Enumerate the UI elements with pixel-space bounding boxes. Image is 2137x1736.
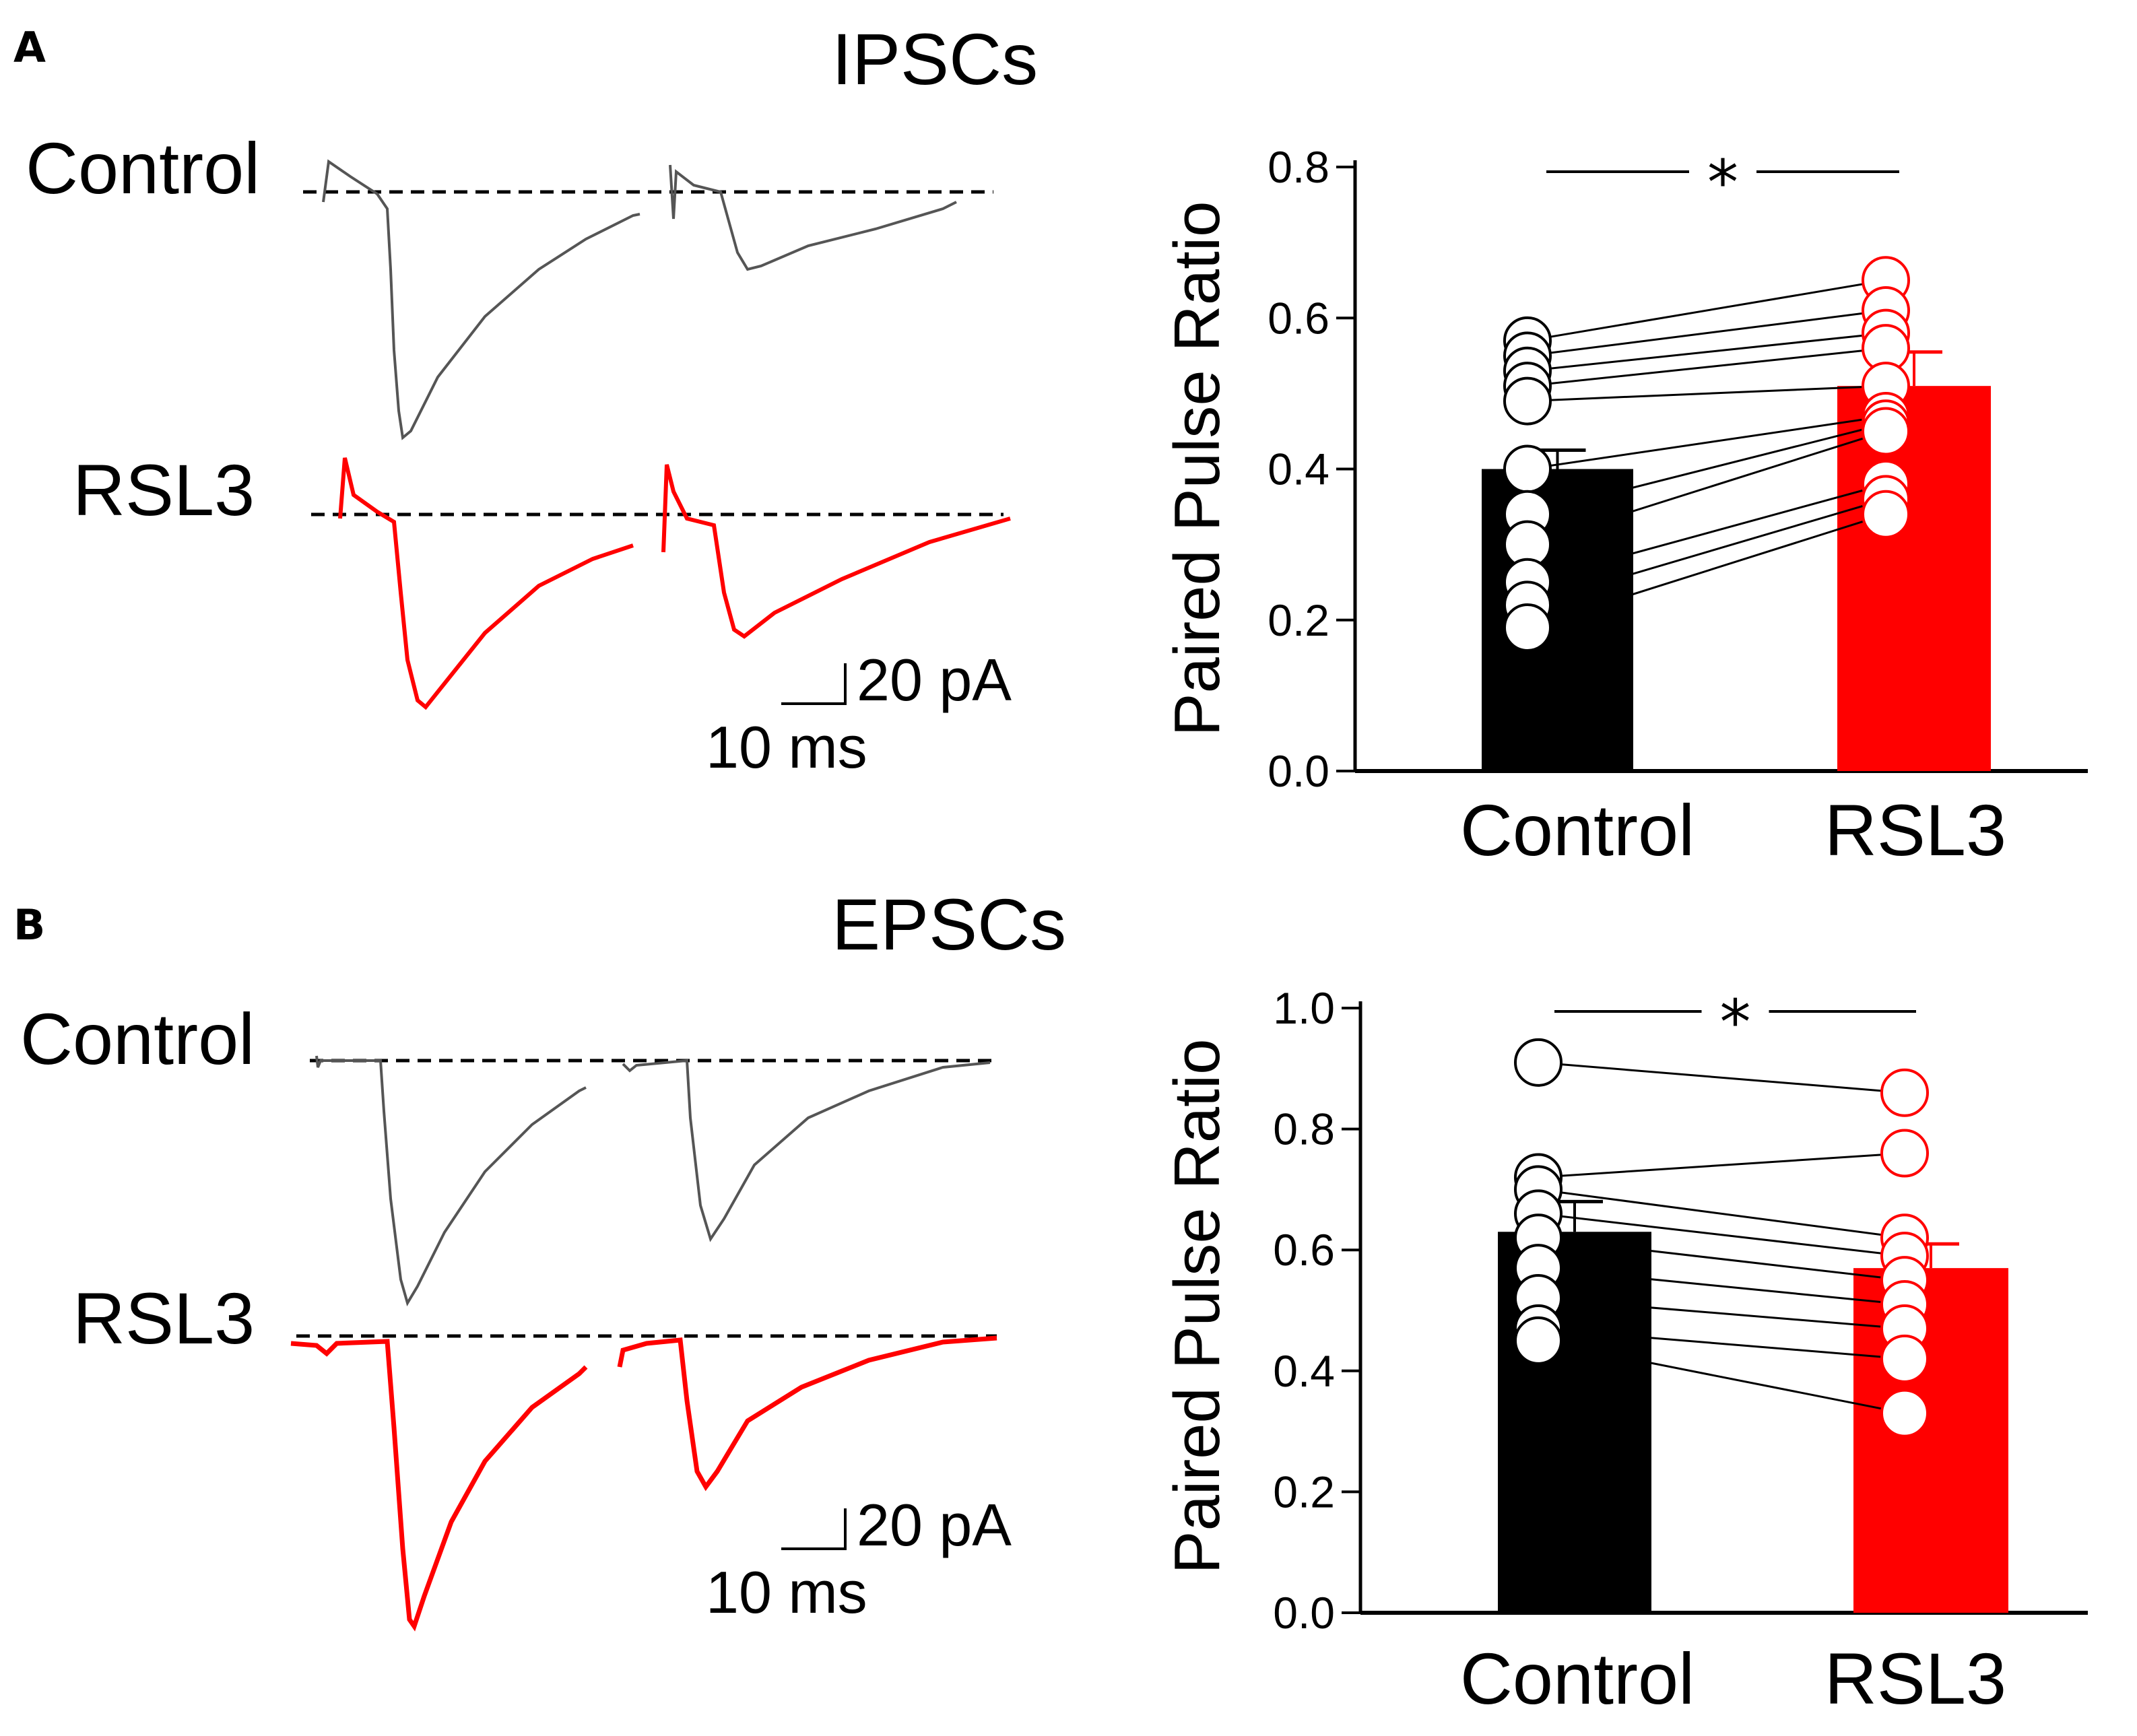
y-axis-title: Paired Pulse Ratio [1161,201,1233,736]
rsl3-epsc-trace [290,1339,588,1632]
panel-b-control-trace [310,1055,997,1306]
rsl3-point [1880,1334,1929,1383]
bar-rsl3 [1853,1268,2008,1613]
pair-line [1527,309,1886,357]
panel-a-rsl3-label: RSL3 [73,449,255,531]
pair-line [1538,1267,1905,1306]
significance-star: * [1707,147,1738,219]
rsl3-point [1880,1389,1929,1438]
pair-line [1527,430,1886,546]
panel-a-rsl3-trace [311,457,1011,710]
pair-line [1527,483,1886,584]
panel-letter-a: A [13,23,46,72]
y-tick-label: 0.6 [1268,293,1329,343]
rsl3-point [1862,407,1910,456]
panel-a-title: IPSCs [832,18,1038,100]
panel-a-chart: 0.0 0.2 0.4 0.6 0.8 Paired Pulse Ratio Control… [1161,142,2088,871]
scalebar-lines [781,1508,847,1550]
panel-b-rsl3-trace [290,1334,997,1632]
pair-line [1527,279,1886,342]
control-ipsc-trace-2 [669,164,957,271]
pair-line [1527,332,1886,372]
pair-line [1538,1297,1905,1330]
scalebar-lines [781,663,847,705]
control-point [1503,376,1552,426]
control-epsc-trace-2 [622,1059,991,1242]
y-tick-label: 0.2 [1268,595,1329,645]
panel-a-control-trace [303,159,993,440]
pair-line [1538,1152,1905,1178]
x-category-label: Control [1460,789,1695,871]
rsl3-point [1862,490,1910,539]
pair-line [1527,385,1886,403]
scalebar-amplitude-label: 20 pA [857,1492,1012,1558]
scalebar-time-label: 10 ms [706,1559,867,1626]
pair-line [1538,1188,1905,1239]
panel-b-control-label: Control [20,998,255,1079]
x-category-label: RSL3 [1824,1638,2006,1719]
pair-line [1527,422,1886,516]
y-tick-label: 0.0 [1268,746,1329,796]
pair-line [1527,498,1886,606]
control-point [1514,1316,1563,1365]
rsl3-point [1880,1068,1929,1117]
panel-a-scalebar: 20 pA 10 ms [706,646,1012,780]
y-tick-label: 0.6 [1273,1225,1335,1275]
panel-a-control-label: Control [26,127,260,209]
y-tick-label: 0.8 [1268,142,1329,192]
panel-b-title: EPSCs [832,883,1066,965]
pair-line [1538,1061,1905,1094]
y-tick-label: 1.0 [1273,983,1335,1033]
pair-line [1538,1339,1905,1415]
control-point [1514,1038,1563,1087]
control-epsc-trace [315,1055,587,1306]
control-point [1503,603,1552,652]
y-tick-label: 0.8 [1273,1104,1335,1154]
pair-line [1538,1212,1905,1257]
y-tick-label: 0.0 [1273,1588,1335,1638]
x-category-label: RSL3 [1824,789,2006,871]
y-tick-label: 0.2 [1273,1467,1335,1516]
control-point [1503,444,1552,494]
panel-b-scalebar: 20 pA 10 ms [706,1492,1012,1626]
significance-star: * [1720,987,1751,1059]
rsl3-ipsc-trace [338,457,634,710]
pair-line [1538,1236,1905,1281]
panel-b-rsl3-label: RSL3 [73,1277,255,1359]
pair-line [1527,347,1886,387]
pair-line [1527,513,1886,629]
scalebar-amplitude-label: 20 pA [857,646,1012,713]
panel-letter-b: B [13,900,45,949]
rsl3-point [1880,1129,1929,1178]
y-tick-label: 0.4 [1273,1346,1335,1396]
pair-line [1538,1327,1905,1360]
rsl3-ipsc-trace-2 [661,464,1011,639]
panel-b-chart: 0.0 0.2 0.4 0.6 0.8 1.0 Paired Pulse Ratio Cont… [1161,983,2088,1719]
x-category-label: Control [1460,1638,1695,1719]
y-axis-title: Paired Pulse Ratio [1161,1038,1233,1574]
scalebar-time-label: 10 ms [706,714,867,780]
rsl3-epsc-trace-2 [617,1335,997,1492]
panel-a: A IPSCs Control RSL3 20 pA 10 ms 0.00.20… [13,18,2088,871]
pair-line [1527,415,1886,470]
panel-b: B EPSCs Control RSL3 20 pA 10 ms 0.00.20… [13,883,2088,1719]
y-tick-label: 0.4 [1268,444,1329,494]
bar-rsl3 [1837,386,1991,771]
control-ipsc-trace [322,159,640,440]
